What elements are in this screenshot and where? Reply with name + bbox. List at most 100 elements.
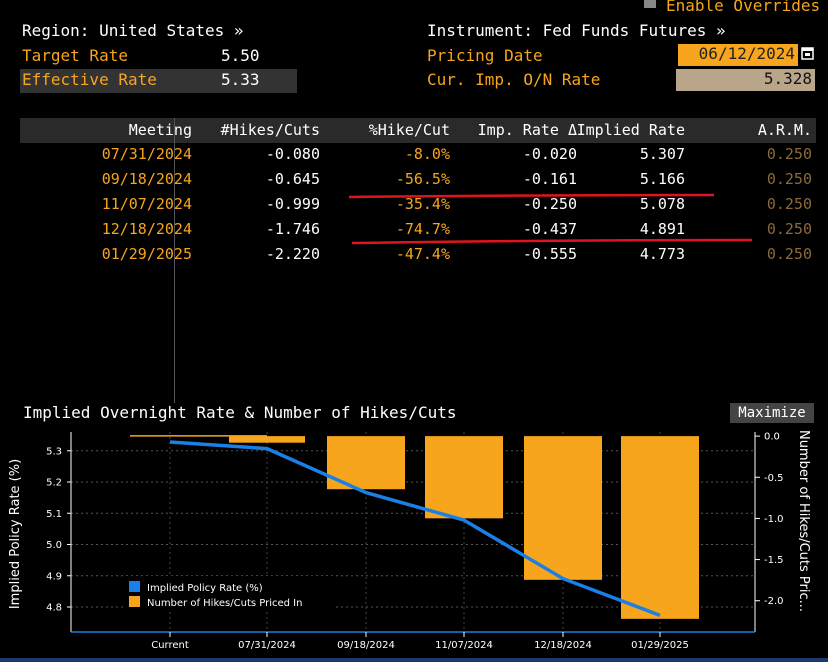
y-tick-label: 4.9 <box>46 571 62 582</box>
y2-tick-label: -1.5 <box>764 555 784 566</box>
y2-tick-label: -1.0 <box>764 514 784 525</box>
effective-rate-label: Effective Rate <box>22 70 157 89</box>
annotation-line-2 <box>351 238 753 245</box>
y-tick-label: 5.0 <box>46 540 62 551</box>
col-implied-rate[interactable]: Implied Rate <box>576 121 685 139</box>
cell-meeting: 09/18/2024 <box>101 170 192 188</box>
table-row[interactable]: 09/18/2024 -0.645 -56.5% -0.161 5.166 0.250 <box>20 170 816 194</box>
cell-hikes-cuts: -0.645 <box>265 170 320 188</box>
y2-tick-label: -0.5 <box>764 473 784 484</box>
y2-tick-label: 0.0 <box>764 432 780 443</box>
cell-pct-hike-cut: -56.5% <box>395 170 450 188</box>
cell-implied-rate: 4.773 <box>639 245 685 263</box>
bar-series <box>130 435 699 619</box>
legend: Implied Policy Rate (%) Number of Hikes/… <box>125 576 335 612</box>
table-column-divider <box>174 118 175 403</box>
annotation-overlay <box>348 193 753 245</box>
y-axis-title: Implied Policy Rate (%) <box>8 459 23 609</box>
cell-meeting: 11/07/2024 <box>101 195 192 213</box>
y-tick-label: 5.2 <box>46 478 62 489</box>
enable-overrides-label[interactable]: Enable Overrides <box>666 0 821 15</box>
table-row[interactable]: 07/31/2024 -0.080 -8.0% -0.020 5.307 0.250 <box>20 145 816 169</box>
enable-overrides-checkbox[interactable] <box>644 0 656 8</box>
effective-rate-row <box>20 69 297 93</box>
x-tick-label: 01/29/2025 <box>631 640 689 651</box>
cur-imp-rate-field: 5.328 <box>676 69 815 91</box>
left-ticks: 5.3 5.2 5.1 5.0 4.9 4.8 <box>46 446 71 614</box>
cell-meeting: 12/18/2024 <box>101 220 192 238</box>
target-rate-label: Target Rate <box>22 46 128 65</box>
meetings-table: Meeting #Hikes/Cuts %Hike/Cut Imp. Rate … <box>20 118 816 403</box>
table-row[interactable]: 12/18/2024 -1.746 -74.7% -0.437 4.891 0.250 <box>20 220 816 244</box>
y2-axis-title: Number of Hikes/Cuts Pric... <box>796 430 811 612</box>
chart-title-bar: Implied Overnight Rate & Number of Hikes… <box>20 403 816 425</box>
y2-tick-label: -2.0 <box>764 596 784 607</box>
chart-title: Implied Overnight Rate & Number of Hikes… <box>23 403 457 422</box>
cell-implied-rate: 5.078 <box>639 195 685 213</box>
col-imp-rate-delta[interactable]: Imp. Rate Δ <box>477 121 577 139</box>
cell-imp-rate-delta: -0.437 <box>522 220 577 238</box>
bar <box>621 436 699 619</box>
col-arm[interactable]: A.R.M. <box>757 121 812 139</box>
target-rate-value: 5.50 <box>221 46 260 65</box>
col-meeting[interactable]: Meeting <box>128 121 192 139</box>
cell-implied-rate: 4.891 <box>639 220 685 238</box>
bottom-border <box>0 658 828 662</box>
annotation-line-1 <box>348 193 715 199</box>
bar <box>524 436 602 580</box>
table-header: Meeting #Hikes/Cuts %Hike/Cut Imp. Rate … <box>20 118 816 143</box>
cell-implied-rate: 5.307 <box>639 145 685 163</box>
legend-swatch-hikes <box>129 596 140 607</box>
cell-imp-rate-delta: -0.161 <box>522 170 577 188</box>
cell-hikes-cuts: -1.746 <box>265 220 320 238</box>
legend-label-hikes: Number of Hikes/Cuts Priced In <box>147 598 302 609</box>
y-tick-label: 5.3 <box>46 446 62 457</box>
y-tick-label: 5.1 <box>46 509 62 520</box>
cell-implied-rate: 5.166 <box>639 170 685 188</box>
cell-hikes-cuts: -0.999 <box>265 195 320 213</box>
right-ticks: 0.0 -0.5 -1.0 -1.5 -2.0 <box>755 432 784 607</box>
legend-label-rate: Implied Policy Rate (%) <box>147 583 263 594</box>
cell-imp-rate-delta: -0.555 <box>522 245 577 263</box>
cell-pct-hike-cut: -8.0% <box>404 145 450 163</box>
cell-meeting: 07/31/2024 <box>101 145 192 163</box>
cell-imp-rate-delta: -0.020 <box>522 145 577 163</box>
col-hikes-cuts[interactable]: #Hikes/Cuts <box>220 121 320 139</box>
cell-hikes-cuts: -0.080 <box>265 145 320 163</box>
implied-rate-line <box>169 440 661 618</box>
bar <box>425 436 503 519</box>
cell-hikes-cuts: -2.220 <box>265 245 320 263</box>
implied-rate-chart: 5.3 5.2 5.1 5.0 4.9 4.8 0.0 -0.5 -1.0 -1.5 -2.0 C… <box>0 426 828 662</box>
cur-imp-rate-label: Cur. Imp. O/N Rate <box>427 70 601 89</box>
cell-arm: 0.250 <box>766 245 812 263</box>
x-tick-label: 12/18/2024 <box>534 640 592 651</box>
x-tick-label: 11/07/2024 <box>435 640 493 651</box>
cell-pct-hike-cut: -35.4% <box>395 195 450 213</box>
legend-swatch-rate <box>129 581 140 592</box>
pricing-date-label: Pricing Date <box>427 46 543 65</box>
cell-imp-rate-delta: -0.250 <box>522 195 577 213</box>
cell-arm: 0.250 <box>766 170 812 188</box>
table-row[interactable]: 01/29/2025 -2.220 -47.4% -0.555 4.773 0.250 <box>20 245 816 269</box>
effective-rate-value: 5.33 <box>221 70 260 89</box>
cell-arm: 0.250 <box>766 220 812 238</box>
cell-arm: 0.250 <box>766 195 812 213</box>
cell-pct-hike-cut: -74.7% <box>395 220 450 238</box>
instrument-selector[interactable]: Instrument: Fed Funds Futures » <box>427 21 726 40</box>
x-tick-label: 07/31/2024 <box>238 640 296 651</box>
x-tick-label: 09/18/2024 <box>337 640 395 651</box>
x-ticks: Current 07/31/2024 09/18/2024 11/07/2024 12/… <box>151 632 689 651</box>
maximize-button[interactable]: Maximize <box>730 403 814 423</box>
y-tick-label: 4.8 <box>46 603 62 614</box>
cell-meeting: 01/29/2025 <box>101 245 192 263</box>
calendar-icon[interactable] <box>801 45 814 63</box>
x-tick-label: Current <box>151 640 189 651</box>
pricing-date-field[interactable]: 06/12/2024 <box>678 44 798 66</box>
cell-pct-hike-cut: -47.4% <box>395 245 450 263</box>
table-row[interactable]: 11/07/2024 -0.999 -35.4% -0.250 5.078 0.250 <box>20 195 816 219</box>
bar <box>229 436 305 443</box>
region-selector[interactable]: Region: United States » <box>22 21 244 40</box>
cell-arm: 0.250 <box>766 145 812 163</box>
col-pct-hike-cut[interactable]: %Hike/Cut <box>368 121 450 139</box>
cur-imp-rate-value: 5.328 <box>763 69 812 88</box>
